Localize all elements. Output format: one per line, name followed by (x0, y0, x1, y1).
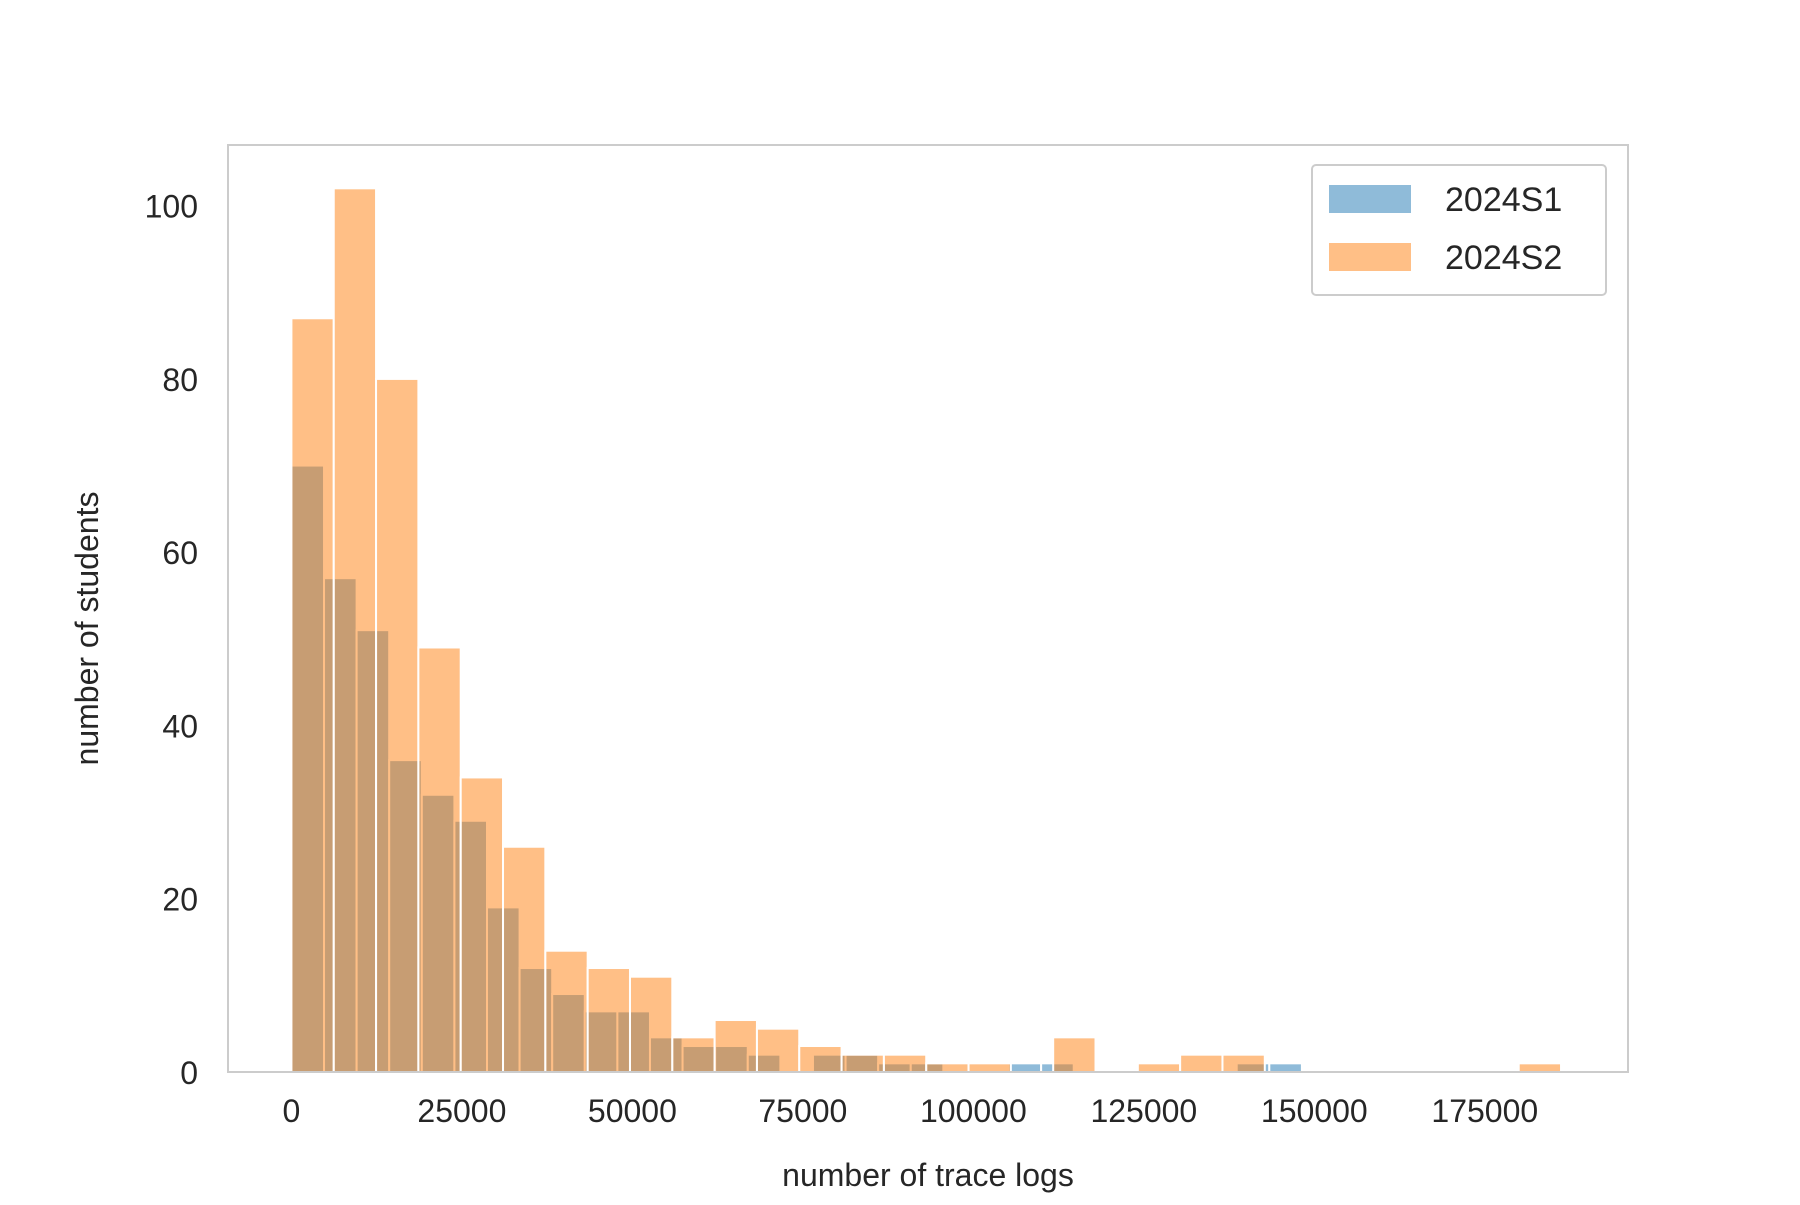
x-axis-ticks: 0 25000 50000 75000 100000 125000 150000 175000 (283, 1093, 1539, 1129)
y-tick-label: 40 (162, 708, 198, 744)
bar-2024S2-bin-14 (882, 1053, 928, 1073)
bar-2024S2-bin-16 (967, 1062, 1012, 1073)
legend: 2024S1 2024S2 (1311, 164, 1607, 296)
bar-2024S2-bin-12 (798, 1045, 843, 1074)
bar-2024S2-bin-1 (332, 187, 378, 1074)
bar-2024S2-bin-8 (628, 975, 674, 1073)
x-tick-label: 150000 (1261, 1093, 1368, 1129)
bar-2024S1-bin-30 (1268, 1062, 1303, 1073)
y-tick-label: 100 (145, 189, 198, 225)
y-axis-ticks: 0 20 40 60 80 100 (145, 189, 198, 1091)
bar-2024S2-bin-5 (502, 845, 547, 1074)
bar-2024S2-bin-29 (1517, 1062, 1563, 1073)
bar-2024S2-bin-10 (713, 1019, 758, 1073)
legend-label-2024S2: 2024S2 (1445, 239, 1562, 277)
bar-2024S2-bin-13 (840, 1053, 885, 1073)
x-tick-label: 75000 (758, 1093, 847, 1129)
y-tick-label: 60 (162, 535, 198, 571)
bar-2024S2-bin-15 (925, 1062, 970, 1073)
plot-area-frame (227, 144, 1629, 1073)
legend-swatch-2024S1 (1329, 185, 1411, 213)
legend-swatch-2024S2 (1329, 243, 1411, 271)
y-axis-label: number of students (69, 492, 105, 766)
x-tick-label: 125000 (1090, 1093, 1197, 1129)
bar-2024S2-bin-7 (586, 967, 631, 1073)
y-tick-label: 20 (162, 882, 198, 918)
bar-2024S2-bin-20 (1136, 1062, 1182, 1073)
y-tick-label: 80 (162, 362, 198, 398)
bar-2024S2-bin-3 (417, 646, 462, 1073)
x-axis-label: number of trace logs (782, 1157, 1074, 1193)
y-tick-label: 0 (180, 1055, 198, 1091)
bar-2024S2-bin-21 (1179, 1053, 1224, 1073)
bar-2024S2-bin-4 (459, 776, 505, 1074)
bar-2024S2-bin-22 (1221, 1053, 1266, 1073)
bar-2024S2-bin-6 (544, 949, 589, 1073)
x-tick-label: 100000 (920, 1093, 1027, 1129)
bar-2024S2-bin-11 (755, 1027, 801, 1074)
x-tick-label: 175000 (1431, 1093, 1538, 1129)
bars-layer (290, 187, 1563, 1074)
bar-2024S2-bin-2 (375, 377, 420, 1073)
bar-2024S2-bin-0 (290, 317, 335, 1073)
bar-2024S1-bin-22 (1007, 1062, 1043, 1073)
bar-2024S2-bin-9 (671, 1036, 716, 1074)
x-tick-label: 0 (283, 1093, 301, 1129)
legend-label-2024S1: 2024S1 (1445, 181, 1562, 219)
bar-2024S2-bin-18 (1052, 1036, 1097, 1074)
x-tick-label: 50000 (588, 1093, 677, 1129)
x-tick-label: 25000 (417, 1093, 506, 1129)
